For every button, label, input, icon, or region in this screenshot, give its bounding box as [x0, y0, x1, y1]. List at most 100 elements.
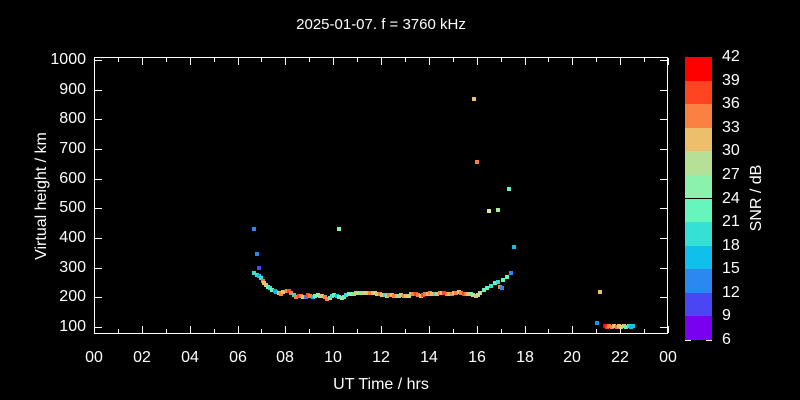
x-major-tick-top [429, 58, 430, 65]
data-point [509, 270, 514, 275]
x-major-tick-top [572, 58, 573, 65]
colorbar-segment [685, 127, 712, 152]
x-minor-tick [261, 329, 262, 333]
data-point [346, 292, 351, 297]
colorbar-tick-label: 30 [722, 142, 740, 160]
y-tick-label: 900 [59, 81, 86, 98]
data-point [334, 293, 339, 298]
data-point [258, 276, 263, 281]
x-minor-tick-top [357, 58, 358, 62]
data-point [294, 294, 299, 299]
x-minor-tick-top [596, 58, 597, 62]
y-major-tick [95, 268, 102, 269]
data-point [432, 292, 437, 297]
data-point [416, 293, 421, 298]
colorbar-tick-label: 15 [722, 260, 740, 278]
y-major-tick-right [660, 90, 667, 91]
data-point [605, 324, 609, 329]
data-point [411, 291, 416, 296]
x-major-tick-top [238, 58, 239, 65]
data-point [306, 293, 311, 298]
data-point [385, 293, 389, 298]
y-major-tick-right [660, 149, 667, 150]
x-minor-tick-top [166, 58, 167, 62]
data-point [418, 293, 423, 298]
x-major-tick-top [525, 58, 526, 65]
x-tick-label: 00 [659, 349, 677, 366]
data-point [459, 290, 464, 295]
plot-area [94, 57, 668, 334]
colorbar-tick-label: 36 [722, 95, 740, 113]
data-point [394, 294, 399, 299]
x-minor-tick-top [644, 58, 645, 62]
data-point [413, 292, 418, 297]
data-point [274, 290, 279, 294]
x-minor-tick [596, 329, 597, 333]
y-major-tick [95, 208, 102, 209]
snr-colorbar [685, 57, 712, 340]
x-tick-label: 04 [181, 349, 199, 366]
y-major-tick-right [660, 327, 667, 328]
y-major-tick [95, 149, 102, 150]
x-axis-title: UT Time / hrs [333, 376, 429, 393]
x-minor-tick [453, 329, 454, 333]
colorbar-tick-label: 39 [722, 71, 740, 89]
y-major-tick-right [660, 208, 667, 209]
data-point [339, 296, 344, 301]
data-point [472, 96, 477, 101]
data-point [442, 291, 447, 296]
colorbar-segment [685, 57, 712, 81]
y-major-tick-right [660, 60, 667, 61]
y-major-tick [95, 327, 102, 328]
data-point [303, 294, 308, 299]
y-tick-label: 1000 [50, 51, 86, 68]
data-point [504, 275, 509, 280]
data-point [363, 290, 368, 295]
x-major-tick-top [285, 58, 286, 65]
x-major-tick-top [94, 58, 95, 65]
data-point [356, 290, 361, 295]
colorbar-segment [685, 104, 712, 128]
data-point [370, 290, 375, 295]
data-point [463, 292, 468, 297]
x-major-tick-top [668, 58, 669, 65]
data-point [284, 288, 289, 293]
data-point [617, 324, 621, 329]
x-minor-tick-top [405, 58, 406, 62]
data-point [380, 292, 385, 297]
data-point [361, 290, 366, 295]
data-point [485, 285, 490, 290]
data-point [501, 278, 505, 283]
x-major-tick [477, 326, 478, 333]
data-point [279, 291, 283, 296]
x-major-tick [190, 326, 191, 333]
y-tick-label: 100 [59, 318, 86, 335]
data-point [349, 291, 354, 296]
data-point [614, 324, 619, 329]
x-tick-label: 20 [563, 349, 581, 366]
data-point [449, 291, 454, 296]
x-major-tick [381, 326, 382, 333]
x-minor-tick-top [118, 58, 119, 62]
data-point [365, 290, 370, 295]
data-point [456, 290, 461, 294]
data-point [344, 293, 349, 298]
data-point [425, 291, 430, 296]
data-point [435, 291, 440, 296]
data-point [286, 289, 291, 294]
y-major-tick-right [660, 268, 667, 269]
data-point [368, 290, 373, 295]
x-minor-tick-top [214, 58, 215, 62]
data-point [496, 279, 501, 284]
y-major-tick-right [660, 238, 667, 239]
y-major-tick [95, 297, 102, 298]
x-major-tick-top [381, 58, 382, 65]
y-major-tick [95, 179, 102, 180]
x-minor-tick-top [261, 58, 262, 62]
data-point [507, 187, 511, 191]
data-point [408, 292, 413, 297]
y-tick-label: 800 [59, 110, 86, 127]
x-tick-label: 16 [468, 349, 486, 366]
data-point [341, 295, 346, 299]
x-major-tick [333, 326, 334, 333]
